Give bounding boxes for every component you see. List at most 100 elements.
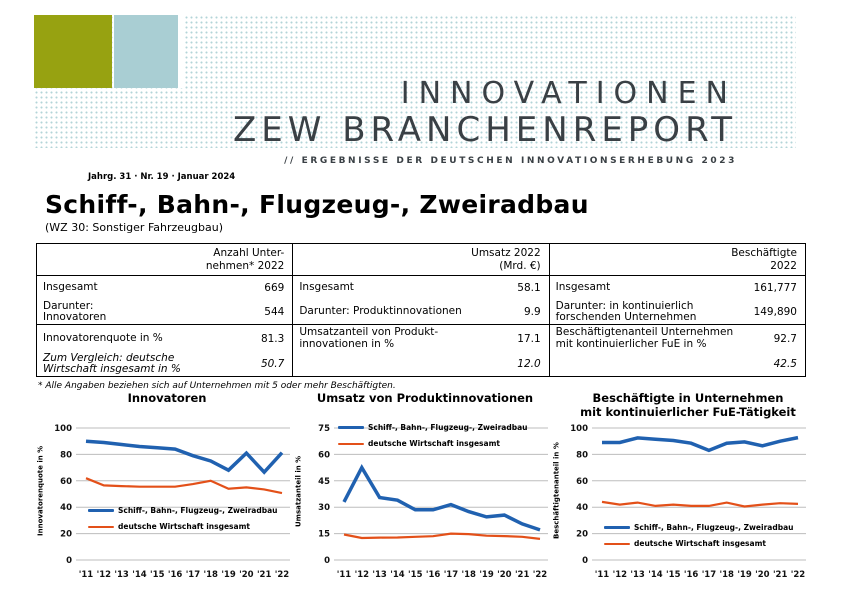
series-title-line1: INNOVATIONEN [400,76,737,111]
page-subtitle: (WZ 30: Sonstiger Fahrzeugbau) [45,221,223,234]
legend-line-sample [88,509,114,512]
svg-text:'13: '13 [630,570,645,580]
svg-text:'17: '17 [186,570,201,580]
table-row: Umsatzanteil von Produkt- innovationen i… [293,324,549,352]
row-value: 81.3 [260,332,285,345]
legend-entry: deutsche Wirtschaft insgesamt [88,522,278,531]
row-label: Darunter: Produktinnovationen [299,305,462,318]
column-header: Umsatz 2022 (Mrd. €) [293,244,549,276]
row-label: Insgesamt [43,281,98,294]
legend-line-sample [338,442,364,445]
svg-text:'19: '19 [479,570,494,580]
row-value: 42.5 [773,358,797,370]
column-header: Anzahl Unter- nehmen* 2022 [37,244,293,276]
legend-label: deutsche Wirtschaft insgesamt [368,439,500,448]
column-header: Beschäftigte 2022 [549,244,805,276]
svg-text:'22: '22 [275,570,290,580]
table-column-employees: Beschäftigte 2022 Insgesamt 161,777 Daru… [549,244,805,376]
chart-legend: Schiff-, Bahn-, Flugzeug-, Zweiradbau deu… [338,423,528,455]
row-label: Insgesamt [555,281,611,294]
svg-text:15: 15 [318,530,330,540]
row-value: 58.1 [517,282,541,294]
table-row: Insgesamt 161,777 [550,276,805,300]
legend-label: Schiff-, Bahn-, Flugzeug-, Zweiradbau [118,506,278,515]
logo-green-square [34,15,112,88]
svg-text:'21: '21 [257,570,272,580]
table-footnote: * Alle Angaben beziehen sich auf Unterne… [38,381,396,391]
svg-text:'15: '15 [408,570,423,580]
row-label: Darunter: Innovatoren [43,299,107,323]
row-value: 669 [264,282,285,294]
table-row: Beschäftigtenanteil Unternehmen mit kont… [549,324,805,352]
svg-text:'22: '22 [533,570,548,580]
svg-text:'20: '20 [755,570,770,580]
svg-text:'17: '17 [444,570,459,580]
series-title-line2: ZEW BRANCHENREPORT [233,110,737,150]
issue-info: Jahrg. 31 · Nr. 19 · Januar 2024 [88,172,236,182]
svg-text:20: 20 [576,530,588,540]
svg-text:'13: '13 [114,570,129,580]
row-value: 50.7 [260,358,285,370]
chart-legend: Schiff-, Bahn-, Flugzeug-, Zweiradbau deu… [604,523,794,555]
svg-text:'14: '14 [648,570,663,580]
legend-entry: Schiff-, Bahn-, Flugzeug-, Zweiradbau [88,506,278,515]
svg-text:0: 0 [66,556,72,566]
chart-employees-continuous-rd: Beschäftigte in Unternehmen mit kontinui… [553,391,822,580]
svg-text:'18: '18 [204,570,219,580]
chart-plot-area: Umsatzanteil in % 0 15 30 45 60 75'11'12'13'1… [295,420,554,592]
svg-text:'16: '16 [684,570,699,580]
row-label: Umsatzanteil von Produkt- innovationen i… [299,326,439,350]
chart-title: Umsatz von Produktinnovationen [296,391,554,406]
chart-title-line: Umsatz von Produktinnovationen [316,391,534,405]
table-row: Innovatorenquote in % 81.3 [37,324,293,352]
svg-text:'19: '19 [737,570,752,580]
chart-title-line: Beschäftigte in Unternehmen [592,391,784,405]
svg-text:0: 0 [324,556,330,566]
svg-text:60: 60 [60,477,72,487]
table-row-comparison: Zum Vergleich: deutsche Wirtschaft insge… [37,352,292,376]
logo-blue-square [114,15,183,88]
svg-text:'17: '17 [702,570,717,580]
legend-label: deutsche Wirtschaft insgesamt [634,539,766,548]
table-row-comparison: 42.5 [550,352,805,376]
chart-product-innovation-revenue: Umsatz von Produktinnovationen Umsatzant… [295,391,554,580]
table-row-comparison: 12.0 [293,352,548,376]
chart-title: Innovatoren [38,391,296,406]
chart-canvas: 01530456075'11'12'13'14'15'16'17'18'19'2… [318,424,548,580]
svg-text:'11: '11 [595,570,610,580]
svg-text:'12: '12 [613,570,628,580]
key-figures-table: Anzahl Unter- nehmen* 2022 Insgesamt 669… [36,243,806,377]
legend-line-sample [88,525,114,528]
legend-entry: Schiff-, Bahn-, Flugzeug-, Zweiradbau [338,423,528,432]
legend-label: deutsche Wirtschaft insgesamt [118,522,250,531]
table-row: Darunter: in kontinuierlich forschenden … [550,300,805,324]
legend-entry: deutsche Wirtschaft insgesamt [338,439,528,448]
page-title: Schiff-, Bahn-, Flugzeug-, Zweiradbau [45,190,589,219]
svg-text:'15: '15 [150,570,165,580]
svg-text:80: 80 [576,450,588,460]
legend-entry: Schiff-, Bahn-, Flugzeug-, Zweiradbau [604,523,794,532]
legend-label: Schiff-, Bahn-, Flugzeug-, Zweiradbau [368,423,528,432]
svg-text:'14: '14 [390,570,405,580]
svg-text:0: 0 [582,556,588,566]
row-value: 544 [264,306,285,318]
row-value: 17.1 [517,332,541,345]
svg-text:'13: '13 [372,570,387,580]
row-label: Zum Vergleich: deutsche Wirtschaft insge… [43,351,181,375]
table-column-revenue: Umsatz 2022 (Mrd. €) Insgesamt 58.1 Daru… [293,244,550,376]
legend-line-sample [338,426,364,429]
svg-text:100: 100 [54,424,72,434]
svg-text:60: 60 [318,450,330,460]
svg-text:'20: '20 [239,570,254,580]
svg-text:'18: '18 [462,570,477,580]
table-row: Darunter: Produktinnovationen 9.9 [293,300,548,324]
svg-text:'18: '18 [720,570,735,580]
legend-line-sample [604,542,630,545]
svg-text:75: 75 [318,424,330,434]
row-label: Innovatorenquote in % [43,331,163,344]
svg-text:'22: '22 [791,570,806,580]
row-value: 9.9 [523,306,541,318]
legend-label: Schiff-, Bahn-, Flugzeug-, Zweiradbau [634,523,794,532]
